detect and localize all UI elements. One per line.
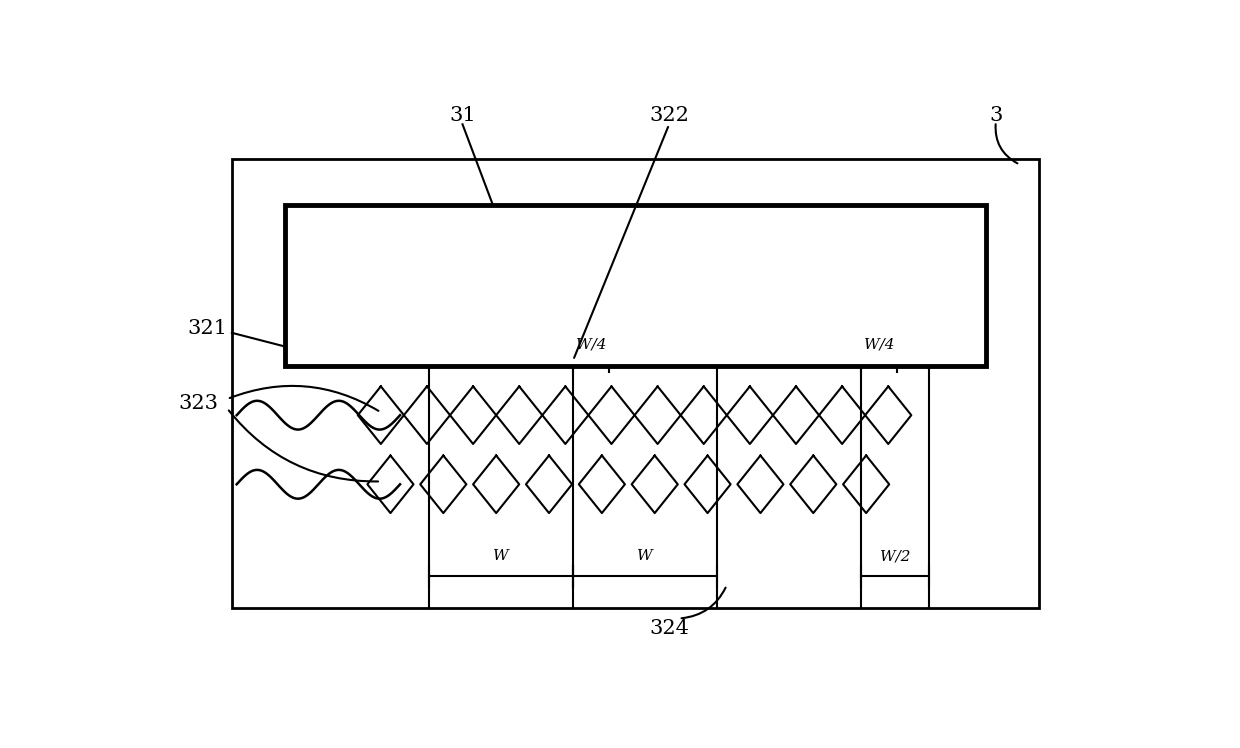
Text: 323: 323: [179, 394, 218, 413]
Text: W: W: [637, 549, 653, 563]
Text: 322: 322: [650, 106, 689, 125]
Text: W/4: W/4: [575, 338, 606, 352]
Text: W/2: W/2: [879, 549, 910, 563]
Text: 321: 321: [187, 319, 228, 338]
Text: W: W: [494, 549, 508, 563]
Text: 3: 3: [990, 106, 1003, 125]
Bar: [232, 159, 1039, 608]
Text: W/4: W/4: [864, 338, 894, 352]
Bar: [285, 205, 986, 367]
Text: 324: 324: [650, 619, 689, 638]
Text: 31: 31: [449, 106, 476, 125]
